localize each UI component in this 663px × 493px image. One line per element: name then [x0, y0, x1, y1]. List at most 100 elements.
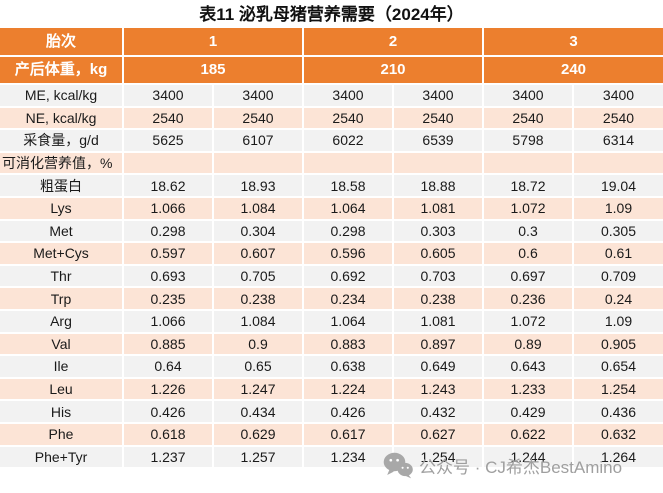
parity-header-row: 胎次 1 2 3	[0, 28, 663, 57]
value-cell	[572, 150, 663, 176]
value-cell: 2540	[482, 105, 574, 131]
value-cell: 3400	[482, 83, 574, 108]
value-cell: 1.064	[302, 308, 394, 334]
table-row: ME, kcal/kg 3400 3400 3400 3400 3400 340…	[0, 83, 663, 108]
value-cell: 0.618	[122, 421, 214, 447]
value-cell: 18.62	[122, 173, 214, 198]
row-label: Trp	[0, 286, 124, 311]
value-cell: 18.93	[212, 173, 304, 198]
value-cell: 6107	[212, 128, 304, 153]
value-cell: 1.066	[122, 195, 214, 221]
weight-value-3: 240	[482, 54, 663, 85]
value-cell: 0.434	[212, 399, 304, 424]
value-cell	[482, 150, 574, 176]
value-cell: 0.436	[572, 399, 663, 424]
value-cell: 1.084	[212, 308, 304, 334]
value-cell: 2540	[122, 105, 214, 131]
row-label: Met+Cys	[0, 241, 124, 266]
value-cell	[392, 150, 484, 176]
value-cell: 1.243	[392, 376, 484, 402]
value-cell: 0.692	[302, 263, 394, 289]
value-cell: 1.264	[572, 444, 663, 470]
value-cell: 0.61	[572, 241, 663, 266]
table-row: Lys 1.066 1.084 1.064 1.081 1.072 1.09	[0, 195, 663, 221]
value-cell: 0.426	[302, 399, 394, 424]
value-cell: 0.885	[122, 331, 214, 357]
value-cell: 1.226	[122, 376, 214, 402]
value-cell: 3400	[302, 83, 394, 108]
watermark-text: 公众号 · CJ希杰BestAmino	[419, 458, 623, 477]
value-cell: 1.09	[572, 195, 663, 221]
table-row: Thr 0.693 0.705 0.692 0.703 0.697 0.709	[0, 263, 663, 289]
value-cell: 0.65	[212, 354, 304, 379]
value-cell: 2540	[302, 105, 394, 131]
value-cell: 1.09	[572, 308, 663, 334]
value-cell: 1.257	[212, 444, 304, 470]
value-cell: 0.697	[482, 263, 574, 289]
row-label: Leu	[0, 376, 124, 402]
table-body: ME, kcal/kg 3400 3400 3400 3400 3400 340…	[0, 83, 663, 470]
row-label: Ile	[0, 354, 124, 379]
value-cell: 0.429	[482, 399, 574, 424]
value-cell: 1.066	[122, 308, 214, 334]
value-cell: 1.254	[392, 444, 484, 470]
value-cell: 18.88	[392, 173, 484, 198]
row-label: Phe+Tyr	[0, 444, 124, 470]
table-row: Leu 1.226 1.247 1.224 1.243 1.233 1.254	[0, 376, 663, 402]
value-cell: 18.58	[302, 173, 394, 198]
value-cell: 0.649	[392, 354, 484, 379]
value-cell: 0.9	[212, 331, 304, 357]
row-label: 可消化营养值，%	[0, 150, 124, 176]
value-cell: 0.905	[572, 331, 663, 357]
table-row: 可消化营养值，%	[0, 150, 663, 176]
value-cell: 3400	[212, 83, 304, 108]
table-row: Ile 0.64 0.65 0.638 0.649 0.643 0.654	[0, 354, 663, 379]
parity-label: 胎次	[0, 28, 124, 57]
table-row: NE, kcal/kg 2540 2540 2540 2540 2540 254…	[0, 105, 663, 131]
value-cell: 0.238	[392, 286, 484, 311]
value-cell: 0.235	[122, 286, 214, 311]
value-cell: 0.236	[482, 286, 574, 311]
value-cell: 0.654	[572, 354, 663, 379]
value-cell: 1.224	[302, 376, 394, 402]
value-cell: 0.597	[122, 241, 214, 266]
value-cell: 0.693	[122, 263, 214, 289]
row-label: Arg	[0, 308, 124, 334]
value-cell	[302, 150, 394, 176]
value-cell: 0.622	[482, 421, 574, 447]
value-cell: 0.607	[212, 241, 304, 266]
row-label: 粗蛋白	[0, 173, 124, 198]
value-cell: 0.643	[482, 354, 574, 379]
value-cell: 18.72	[482, 173, 574, 198]
value-cell: 1.084	[212, 195, 304, 221]
value-cell: 0.298	[302, 218, 394, 244]
parity-value-3: 3	[482, 28, 663, 57]
value-cell: 0.89	[482, 331, 574, 357]
table-row: 采食量，g/d 5625 6107 6022 6539 5798 6314	[0, 128, 663, 153]
wechat-icon	[383, 452, 413, 479]
value-cell: 0.883	[302, 331, 394, 357]
table-row: Arg 1.066 1.084 1.064 1.081 1.072 1.09	[0, 308, 663, 334]
value-cell: 0.638	[302, 354, 394, 379]
value-cell: 2540	[572, 105, 663, 131]
value-cell	[122, 150, 214, 176]
value-cell: 6022	[302, 128, 394, 153]
table-row: Phe+Tyr 1.237 1.257 1.234 1.254 1.244 1.…	[0, 444, 663, 470]
value-cell: 1.064	[302, 195, 394, 221]
table-header: 胎次 1 2 3 产后体重，kg 185 210 240	[0, 28, 663, 85]
value-cell: 2540	[212, 105, 304, 131]
parity-value-2: 2	[302, 28, 484, 57]
value-cell: 0.64	[122, 354, 214, 379]
value-cell: 0.605	[392, 241, 484, 266]
value-cell: 1.244	[482, 444, 574, 470]
value-cell: 0.617	[302, 421, 394, 447]
table-row: Phe 0.618 0.629 0.617 0.627 0.622 0.632	[0, 421, 663, 447]
page-title: 表11 泌乳母猪营养需要（2024年）	[199, 5, 464, 24]
value-cell: 1.081	[392, 308, 484, 334]
value-cell: 0.3	[482, 218, 574, 244]
value-cell: 0.596	[302, 241, 394, 266]
value-cell: 1.072	[482, 308, 574, 334]
value-cell: 1.081	[392, 195, 484, 221]
value-cell: 0.632	[572, 421, 663, 447]
value-cell: 2540	[392, 105, 484, 131]
